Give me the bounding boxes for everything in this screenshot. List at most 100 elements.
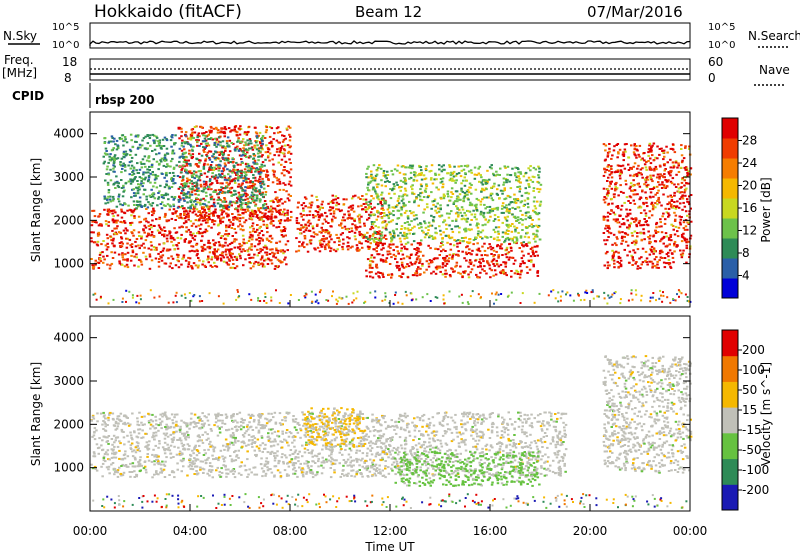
data-cell	[483, 249, 487, 252]
data-cell	[271, 251, 274, 254]
data-cell	[165, 147, 169, 150]
data-cell	[307, 229, 311, 232]
data-cell	[525, 191, 529, 194]
data-cell	[458, 242, 462, 245]
data-cell	[112, 147, 115, 150]
data-cell	[442, 231, 445, 234]
data-cell	[417, 194, 420, 196]
data-cell	[152, 192, 155, 195]
data-cell	[305, 227, 308, 230]
data-cell	[648, 260, 651, 263]
data-cell	[673, 233, 677, 236]
data-cell	[149, 241, 153, 244]
data-cell	[100, 224, 103, 227]
data-cell	[467, 210, 470, 213]
data-cell	[612, 218, 616, 221]
data-cell	[673, 242, 676, 245]
data-cell	[224, 149, 227, 152]
data-cell	[129, 154, 132, 156]
data-cell	[451, 268, 454, 271]
data-cell	[258, 240, 261, 242]
data-cell	[667, 179, 670, 182]
data-cell	[430, 224, 434, 227]
data-cell	[678, 197, 682, 200]
data-cell	[315, 195, 318, 198]
data-cell	[490, 253, 493, 255]
data-cell	[664, 168, 667, 170]
data-cell	[492, 255, 495, 258]
data-cell	[263, 187, 266, 190]
data-cell	[232, 164, 236, 167]
data-cell	[210, 168, 213, 171]
data-cell	[188, 241, 191, 244]
data-cell	[240, 176, 243, 179]
data-cell	[205, 131, 208, 133]
data-cell	[273, 132, 276, 135]
data-cell	[184, 238, 187, 241]
data-cell	[280, 147, 283, 149]
data-cell	[243, 208, 247, 211]
data-cell	[372, 248, 375, 251]
data-cell	[439, 233, 443, 236]
data-cell	[126, 266, 130, 269]
data-cell	[237, 139, 240, 142]
data-cell	[608, 185, 611, 188]
data-cell	[260, 218, 264, 221]
data-cell	[221, 204, 224, 207]
data-cell	[602, 218, 606, 221]
data-cell	[387, 214, 390, 217]
data-cell	[244, 186, 247, 189]
data-cell	[613, 251, 616, 254]
data-cell	[682, 249, 685, 252]
nsky-label: N.Sky	[3, 29, 37, 43]
data-cell	[310, 194, 314, 197]
data-cell	[478, 276, 481, 279]
data-cell	[449, 174, 453, 177]
data-cell	[536, 271, 539, 274]
data-cell	[128, 161, 132, 164]
data-cell	[212, 203, 216, 206]
data-cell	[527, 184, 531, 187]
data-cell	[619, 165, 623, 168]
data-cell	[527, 206, 530, 209]
data-cell	[674, 186, 678, 188]
data-cell	[148, 160, 151, 163]
data-cell	[241, 202, 244, 205]
data-cell	[423, 271, 426, 274]
data-cell	[346, 248, 350, 251]
data-cell	[108, 140, 111, 143]
data-cell	[616, 218, 619, 221]
data-cell	[107, 195, 110, 198]
data-cell	[610, 197, 613, 200]
data-cell	[654, 229, 657, 232]
data-cell	[405, 248, 409, 251]
data-cell	[477, 247, 481, 250]
data-cell	[224, 204, 227, 207]
data-cell	[157, 252, 160, 255]
data-cell	[663, 173, 666, 176]
data-cell	[492, 249, 496, 252]
data-cell	[281, 210, 285, 213]
data-cell	[439, 245, 442, 248]
data-cell	[638, 155, 641, 158]
data-cell	[650, 245, 654, 248]
data-cell	[337, 208, 340, 211]
data-cell	[203, 243, 206, 246]
data-cell	[126, 259, 129, 262]
data-cell	[633, 144, 636, 147]
data-cell	[351, 204, 355, 207]
data-cell	[496, 236, 499, 239]
data-cell	[187, 261, 191, 264]
data-cell	[661, 183, 664, 186]
data-cell	[115, 205, 119, 208]
data-cell	[242, 248, 245, 251]
data-cell	[248, 237, 251, 240]
data-cell	[331, 220, 334, 223]
data-cell	[502, 177, 506, 180]
data-cell	[318, 214, 322, 217]
data-cell	[687, 170, 690, 173]
data-cell	[379, 242, 383, 245]
data-cell	[148, 253, 152, 256]
data-cell	[104, 179, 107, 182]
data-cell	[117, 186, 121, 189]
